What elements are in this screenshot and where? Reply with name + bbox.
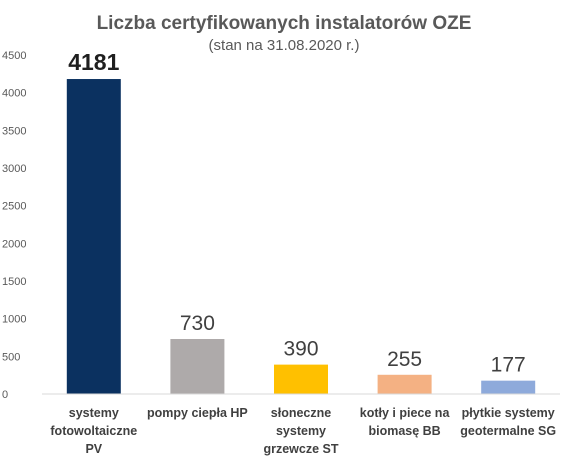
y-axis: 0 500 1000 1500 2000 2500 3000 3500 4000 4500 [2, 50, 26, 401]
bar [170, 339, 225, 394]
y-tick-label: 3000 [2, 163, 26, 175]
data-label: 390 [283, 338, 318, 361]
data-label: 255 [387, 348, 422, 371]
bar [66, 79, 121, 394]
data-label: 4181 [68, 49, 119, 75]
x-axis: systemy fotowoltaiczne PV pompy ciepła HP sł… [42, 393, 560, 456]
x-tick-label: pompy ciepła HP [147, 406, 248, 420]
y-tick-label: 0 [2, 389, 8, 401]
bar [377, 374, 432, 394]
x-tick-label: systemy fotowoltaiczne PV [50, 406, 137, 456]
bar [274, 364, 328, 394]
x-tick-label: płytkie systemy geotermalne SG [460, 406, 556, 438]
y-tick-label: 1000 [2, 314, 26, 326]
y-tick-label: 1500 [2, 276, 26, 288]
x-tick-label: słoneczne systemy grzewcze ST [263, 406, 338, 456]
bar [481, 380, 536, 394]
value-labels: 4181 730 390 255 177 [68, 49, 526, 377]
y-tick-label: 3500 [2, 125, 26, 137]
y-tick-label: 500 [2, 351, 20, 363]
bars [66, 79, 536, 394]
x-tick-label: kotły i piece na biomasę BB [360, 406, 451, 438]
y-tick-label: 4500 [2, 50, 26, 62]
data-label: 177 [491, 354, 526, 377]
data-label: 730 [180, 312, 215, 335]
y-tick-label: 2000 [2, 238, 26, 250]
y-tick-label: 4000 [2, 88, 26, 100]
y-tick-label: 2500 [2, 201, 26, 213]
chart-title: Liczba certyfikowanych instalatorów OZE [97, 13, 472, 34]
chart-subtitle: (stan na 31.08.2020 r.) [209, 37, 360, 54]
